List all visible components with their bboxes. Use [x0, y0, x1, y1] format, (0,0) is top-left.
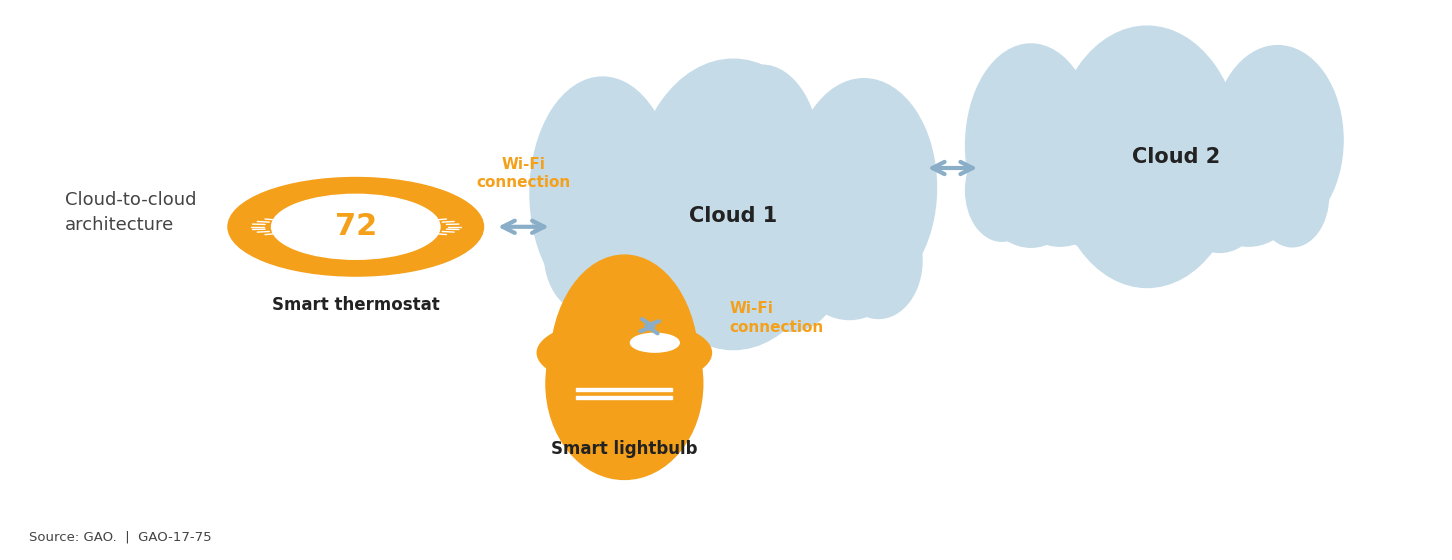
FancyBboxPatch shape: [576, 399, 672, 403]
FancyBboxPatch shape: [576, 384, 672, 388]
Ellipse shape: [632, 59, 835, 349]
Circle shape: [630, 333, 680, 352]
Text: Smart lightbulb: Smart lightbulb: [552, 440, 697, 458]
Ellipse shape: [1053, 26, 1241, 287]
Ellipse shape: [741, 200, 842, 332]
Ellipse shape: [1002, 101, 1118, 246]
Ellipse shape: [1191, 101, 1307, 246]
Ellipse shape: [624, 200, 726, 332]
Ellipse shape: [966, 139, 1038, 241]
Ellipse shape: [550, 255, 698, 473]
Circle shape: [228, 178, 484, 276]
Ellipse shape: [1060, 151, 1147, 253]
FancyBboxPatch shape: [576, 391, 672, 395]
Ellipse shape: [791, 79, 937, 296]
Text: Smart thermostat: Smart thermostat: [272, 296, 440, 314]
Ellipse shape: [1256, 145, 1329, 247]
FancyBboxPatch shape: [576, 396, 672, 399]
Ellipse shape: [784, 145, 915, 320]
Text: Cloud 1: Cloud 1: [690, 206, 777, 226]
Ellipse shape: [835, 202, 922, 319]
Ellipse shape: [704, 65, 820, 254]
FancyBboxPatch shape: [576, 388, 672, 391]
Ellipse shape: [1176, 151, 1263, 253]
Circle shape: [272, 194, 440, 259]
Text: Wi-Fi
connection: Wi-Fi connection: [476, 157, 571, 190]
Ellipse shape: [530, 77, 675, 309]
Text: 72: 72: [334, 212, 378, 241]
Ellipse shape: [544, 197, 632, 313]
Circle shape: [537, 319, 711, 386]
Ellipse shape: [552, 145, 682, 320]
Text: Cloud 2: Cloud 2: [1133, 147, 1220, 167]
Ellipse shape: [966, 44, 1096, 248]
Text: Cloud-to-cloud
architecture: Cloud-to-cloud architecture: [65, 192, 197, 234]
Ellipse shape: [1024, 99, 1270, 259]
Text: Source: GAO.  |  GAO-17-75: Source: GAO. | GAO-17-75: [29, 530, 212, 543]
Text: Wi-Fi
connection: Wi-Fi connection: [730, 301, 823, 335]
Ellipse shape: [546, 288, 703, 479]
Ellipse shape: [1111, 38, 1212, 198]
Ellipse shape: [1212, 45, 1343, 235]
Ellipse shape: [595, 143, 871, 333]
